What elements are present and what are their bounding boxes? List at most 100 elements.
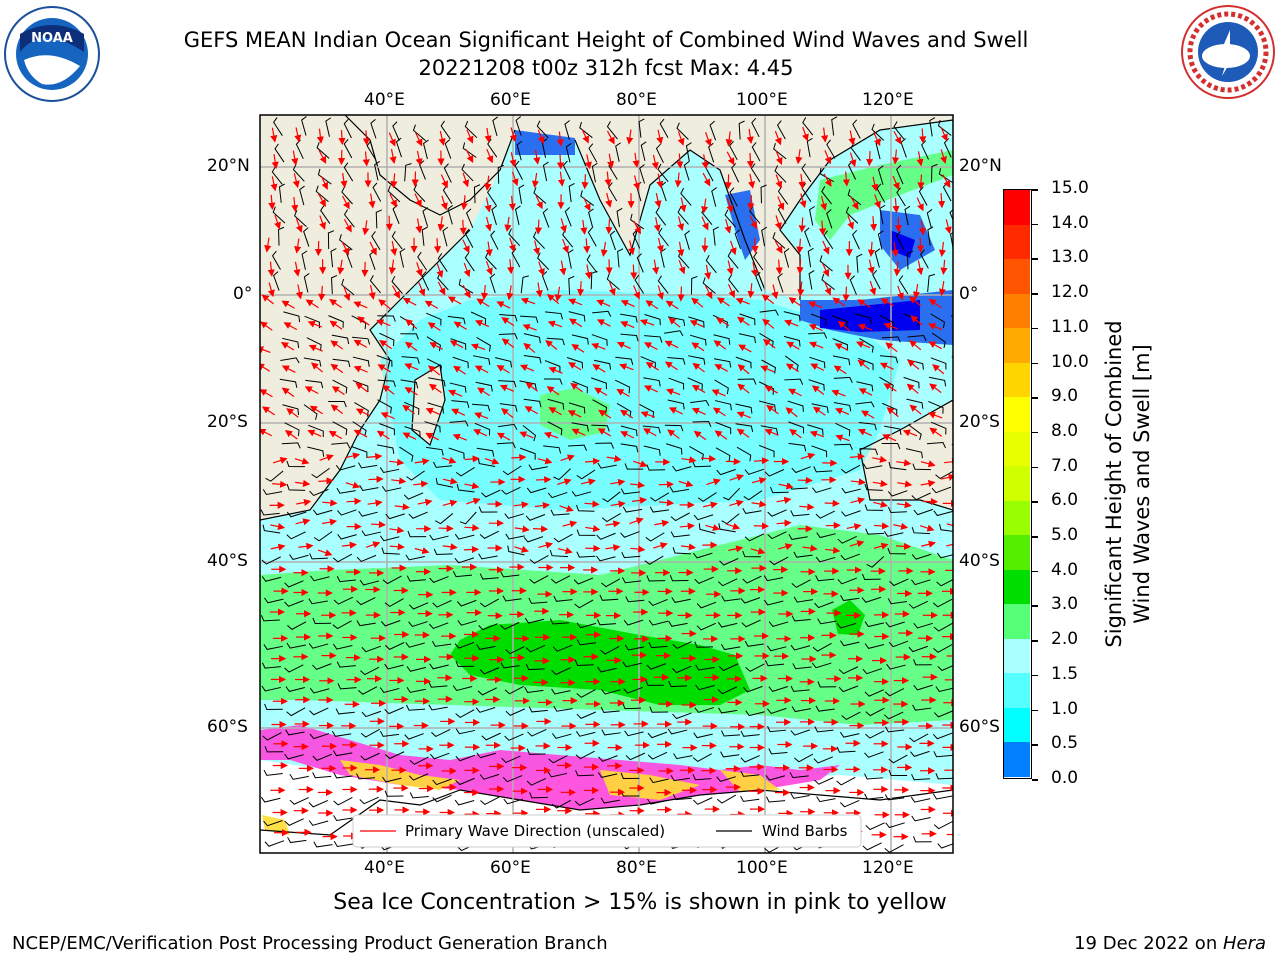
wave-direction-arrow (391, 477, 407, 485)
wind-barb (600, 706, 620, 713)
wave-direction-arrow (771, 284, 779, 300)
wave-direction-arrow (580, 478, 596, 486)
wind-barb (783, 335, 801, 347)
wind-barb (519, 447, 536, 460)
wave-direction-arrow (272, 457, 288, 464)
wind-barb (312, 617, 332, 624)
wind-barb (620, 425, 638, 437)
lat-tick-right: 40°S (959, 551, 1000, 571)
wave-direction-arrow (879, 362, 894, 370)
wind-barb (576, 689, 596, 698)
wave-direction-arrow (714, 364, 728, 372)
wind-barb (740, 755, 760, 763)
wind-barb (376, 354, 393, 367)
wave-direction-arrow (726, 198, 734, 213)
wave-direction-arrow (909, 340, 922, 351)
wind-barb (330, 274, 338, 294)
wind-barb (932, 793, 953, 800)
wind-barb (864, 643, 885, 649)
wind-barb (549, 549, 569, 558)
wind-barb (372, 182, 382, 202)
wind-barb (911, 579, 931, 586)
wave-direction-arrow (633, 220, 641, 235)
wave-direction-arrow (286, 408, 299, 418)
wind-barb (552, 733, 572, 739)
wind-barb (379, 423, 395, 436)
wave-direction-arrow (774, 130, 782, 146)
wave-direction-arrow (700, 455, 717, 463)
wind-barb (464, 252, 475, 272)
wind-barb (455, 777, 475, 786)
wind-barb (406, 666, 427, 672)
wind-barb (898, 275, 909, 295)
wind-barb (640, 141, 647, 161)
colorbar-tick-label: 1.0 (1051, 698, 1079, 719)
wave-direction-arrow (474, 365, 489, 374)
wind-barb (543, 378, 563, 385)
wind-barb (693, 514, 714, 521)
wave-direction-arrow (411, 171, 419, 187)
wind-barb (428, 622, 449, 630)
wind-barb (694, 707, 714, 713)
wave-direction-arrow (651, 154, 659, 170)
wave-direction-arrow (294, 127, 302, 143)
wave-direction-arrow (357, 316, 370, 326)
wave-direction-arrow (726, 151, 735, 166)
wave-direction-arrow (271, 153, 279, 170)
wave-direction-arrow (645, 300, 659, 310)
wind-barb (422, 139, 429, 160)
wave-direction-arrow (429, 342, 444, 350)
wind-barb (928, 376, 947, 387)
wind-barb (596, 555, 616, 562)
wave-direction-arrow (284, 430, 298, 440)
wind-barb (332, 750, 353, 757)
wind-barb (864, 793, 884, 800)
wind-barb (343, 162, 354, 182)
colorbar-segment (1004, 673, 1030, 709)
wind-barb (761, 359, 776, 374)
wave-direction-arrow (460, 195, 468, 211)
wave-direction-arrow (585, 525, 601, 533)
wind-barb (624, 463, 644, 470)
colorbar-tick-mark (1032, 640, 1038, 642)
wind-barb (601, 578, 621, 588)
wave-direction-arrow (753, 457, 770, 465)
wave-direction-arrow (418, 282, 426, 297)
wind-barb (865, 707, 885, 717)
colorbar-tick-mark (1032, 536, 1038, 538)
wave-direction-arrow (897, 285, 904, 301)
lat-tick-left: 20°S (207, 412, 248, 432)
wave-direction-arrow (310, 362, 323, 373)
wave-direction-arrow (496, 432, 511, 441)
wave-direction-arrow (545, 340, 558, 350)
wave-direction-arrow (760, 365, 775, 373)
wave-direction-arrow (822, 262, 830, 277)
wind-barb (874, 248, 881, 268)
wind-barb (937, 665, 953, 672)
wind-barb (475, 381, 493, 392)
wave-direction-arrow (892, 197, 900, 214)
wind-barb (764, 660, 785, 667)
wind-barb (370, 118, 377, 139)
wind-barb (553, 595, 573, 602)
wind-barb (927, 226, 934, 246)
wind-barb (865, 528, 885, 535)
wind-barb (462, 142, 477, 158)
wave-direction-arrow (268, 194, 276, 210)
wind-barb (643, 377, 661, 387)
wave-direction-arrow (532, 525, 549, 533)
wave-direction-arrow (591, 342, 606, 350)
wind-barb (575, 750, 595, 760)
wave-direction-arrow (592, 364, 606, 373)
wave-direction-arrow (850, 196, 859, 210)
wave-direction-arrow (916, 197, 924, 212)
wind-barb (908, 424, 922, 441)
wind-barb (647, 798, 667, 805)
wave-direction-arrow (788, 297, 802, 307)
wind-barb (528, 597, 548, 604)
wave-direction-arrow (480, 284, 489, 301)
wave-direction-arrow (534, 501, 551, 510)
wind-barb (360, 752, 380, 761)
wind-barb (742, 575, 762, 584)
wave-direction-arrow (747, 195, 755, 211)
